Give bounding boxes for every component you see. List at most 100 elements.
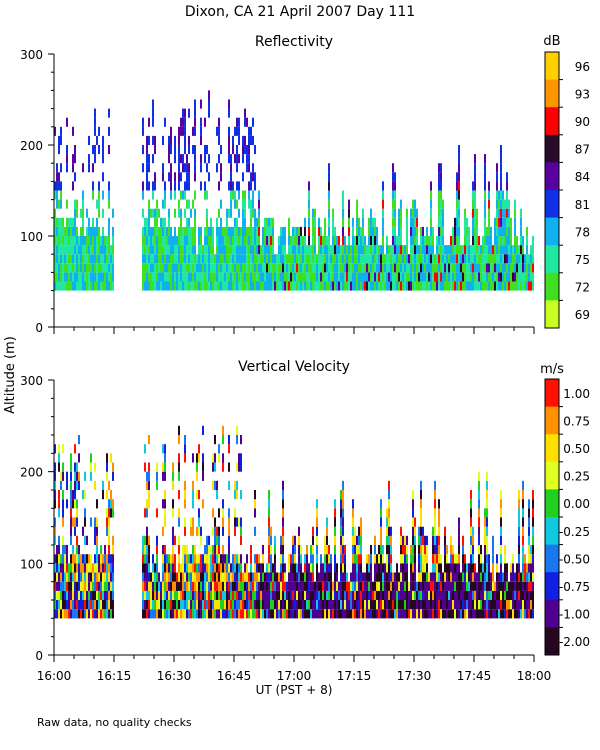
heatmap-cell [508,272,510,282]
heatmap-cell [282,600,284,610]
heatmap-cell [212,453,214,463]
heatmap-cell [146,480,148,490]
heatmap-cell [200,245,202,255]
heatmap-cell [456,181,458,191]
heatmap-cell [478,590,480,600]
heatmap-cell [178,535,180,545]
heatmap-cell [382,199,384,209]
heatmap-cell [382,590,384,600]
heatmap-cell [236,435,238,445]
heatmap-cell [512,263,514,273]
heatmap-cell [200,554,202,564]
heatmap-cell [352,272,354,282]
heatmap-cell [342,563,344,573]
heatmap-cell [182,108,184,118]
heatmap-cell [154,135,156,145]
heatmap-cell [244,245,246,255]
heatmap-cell [222,545,224,555]
heatmap-cell [424,236,426,246]
heatmap-cell [460,245,462,255]
heatmap-cell [70,590,72,600]
heatmap-cell [212,226,214,236]
heatmap-cell [424,272,426,282]
heatmap-cell [406,263,408,273]
heatmap-cell [216,545,218,555]
heatmap-cell [142,554,144,564]
heatmap-cell [522,590,524,600]
heatmap-cell [324,281,326,291]
heatmap-cell [192,499,194,509]
heatmap-cell [472,272,474,282]
heatmap-cell [474,245,476,255]
heatmap-cell [164,236,166,246]
heatmap-cell [416,272,418,282]
heatmap-cell [54,217,56,227]
heatmap-cell [402,535,404,545]
heatmap-cell [284,600,286,610]
heatmap-cell [270,581,272,591]
heatmap-cell [450,535,452,545]
heatmap-cell [54,263,56,273]
heatmap-cell [188,263,190,273]
heatmap-cell [170,254,172,264]
heatmap-cell [102,581,104,591]
heatmap-cell [364,590,366,600]
heatmap-cell [478,236,480,246]
heatmap-cell [96,535,98,545]
heatmap-cell [92,590,94,600]
heatmap-cell [508,226,510,236]
heatmap-cell [240,600,242,610]
heatmap-cell [168,572,170,582]
heatmap-cell [148,609,150,619]
heatmap-cell [342,263,344,273]
heatmap-cell [154,563,156,573]
heatmap-cell [92,281,94,291]
heatmap-cell [510,217,512,227]
heatmap-cell [506,245,508,255]
heatmap-cell [400,581,402,591]
heatmap-cell [94,480,96,490]
heatmap-cell [286,609,288,619]
heatmap-cell [74,263,76,273]
heatmap-cell [162,590,164,600]
heatmap-cell [396,263,398,273]
heatmap-cell [502,226,504,236]
heatmap-cell [184,208,186,218]
heatmap-cell [334,517,336,527]
heatmap-cell [266,254,268,264]
heatmap-cell [58,581,60,591]
heatmap-cell [458,263,460,273]
heatmap-cell [60,254,62,264]
heatmap-cell [522,600,524,610]
heatmap-cell [194,226,196,236]
heatmap-cell [180,581,182,591]
heatmap-cell [440,199,442,209]
heatmap-cell [532,281,534,291]
heatmap-cell [462,263,464,273]
heatmap-cell [488,590,490,600]
heatmap-cell [254,600,256,610]
heatmap-cell [522,245,524,255]
heatmap-cell [410,572,412,582]
heatmap-cell [516,563,518,573]
heatmap-cell [460,572,462,582]
heatmap-cell [212,480,214,490]
heatmap-cell [184,526,186,536]
heatmap-cell [442,600,444,610]
heatmap-cell [234,490,236,500]
heatmap-cell [184,600,186,610]
heatmap-cell [456,572,458,582]
heatmap-cell [352,236,354,246]
heatmap-cell [356,581,358,591]
heatmap-cell [380,508,382,518]
heatmap-cell [326,517,328,527]
heatmap-cell [394,208,396,218]
heatmap-cell [112,245,114,255]
heatmap-cell [178,126,180,136]
heatmap-cell [204,236,206,246]
heatmap-cell [500,272,502,282]
heatmap-cell [430,254,432,264]
heatmap-cell [432,609,434,619]
heatmap-cell [488,554,490,564]
